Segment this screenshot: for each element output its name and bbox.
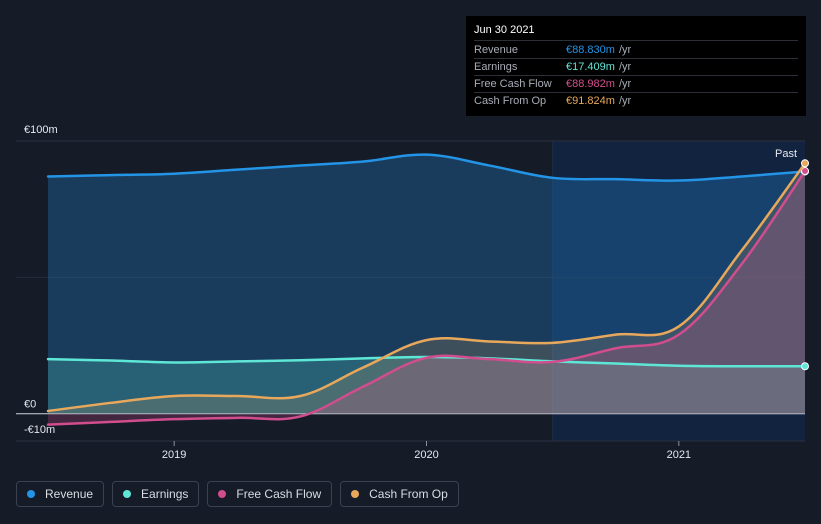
legend-label: Free Cash Flow (236, 487, 322, 501)
tooltip-value: €91.824m (566, 95, 615, 107)
tooltip-date: Jun 30 2021 (474, 24, 798, 41)
past-label: Past (775, 148, 797, 160)
tooltip-panel: Jun 30 2021 Revenue €88.830m /yr Earning… (466, 16, 806, 116)
legend-item-revenue[interactable]: Revenue (16, 481, 105, 507)
tooltip-value: €88.982m (566, 78, 615, 90)
x-tick-label: 2020 (414, 449, 438, 461)
tooltip-row-revenue: Revenue €88.830m /yr (474, 42, 798, 59)
legend-dot-icon (123, 490, 132, 498)
legend-dot-icon (218, 490, 227, 498)
tooltip-value: €88.830m (566, 44, 615, 56)
x-tick-label: 2019 (162, 449, 186, 461)
area-earnings (48, 357, 805, 414)
tooltip-unit: /yr (618, 95, 632, 107)
line-revenue (46, 153, 807, 182)
legend-item-earnings[interactable]: Earnings (112, 481, 200, 507)
tooltip-value: €17.409m (566, 61, 615, 73)
tooltip-unit: /yr (618, 78, 632, 90)
tooltip-label: Revenue (474, 44, 519, 56)
legend-dot-icon (27, 490, 35, 498)
legend-label: Cash From Op (369, 487, 448, 501)
endpoint-cash-from-op (801, 159, 809, 168)
legend-item-cash-from-op[interactable]: Cash From Op (340, 481, 459, 507)
y-axis-label-bottom: -€10m (24, 424, 55, 436)
legend-label: Revenue (45, 487, 94, 501)
x-tick-label: 2021 (667, 449, 691, 461)
legend-item-free-cash-flow[interactable]: Free Cash Flow (207, 481, 333, 507)
tooltip-unit: /yr (618, 61, 632, 73)
y-axis-label-top: €100m (24, 124, 58, 136)
tooltip-label: Cash From Op (474, 95, 547, 107)
tooltip-row-free-cash-flow: Free Cash Flow €88.982m /yr (474, 76, 798, 93)
past-region (552, 141, 805, 441)
area-cash-from-op (48, 163, 805, 414)
endpoint-earnings (801, 362, 809, 371)
endpoint-free-cash-flow (801, 167, 809, 176)
tooltip-label: Earnings (474, 61, 518, 73)
tooltip-row-cash-from-op: Cash From Op €91.824m /yr (474, 93, 798, 109)
area-free-cash-flow (48, 171, 805, 425)
chart-area: €100m €0 -€10m Past 2019 2020 2021 (16, 124, 809, 461)
legend: Revenue Earnings Free Cash Flow Cash Fro… (16, 481, 459, 507)
tooltip-label: Free Cash Flow (474, 78, 552, 90)
tooltip-row-earnings: Earnings €17.409m /yr (474, 59, 798, 76)
line-cash-from-op (46, 162, 807, 413)
legend-label: Earnings (141, 487, 189, 501)
tooltip-unit: /yr (618, 44, 632, 56)
legend-dot-icon (351, 490, 360, 498)
y-axis-label-zero: €0 (24, 399, 36, 411)
line-free-cash-flow (46, 169, 807, 426)
